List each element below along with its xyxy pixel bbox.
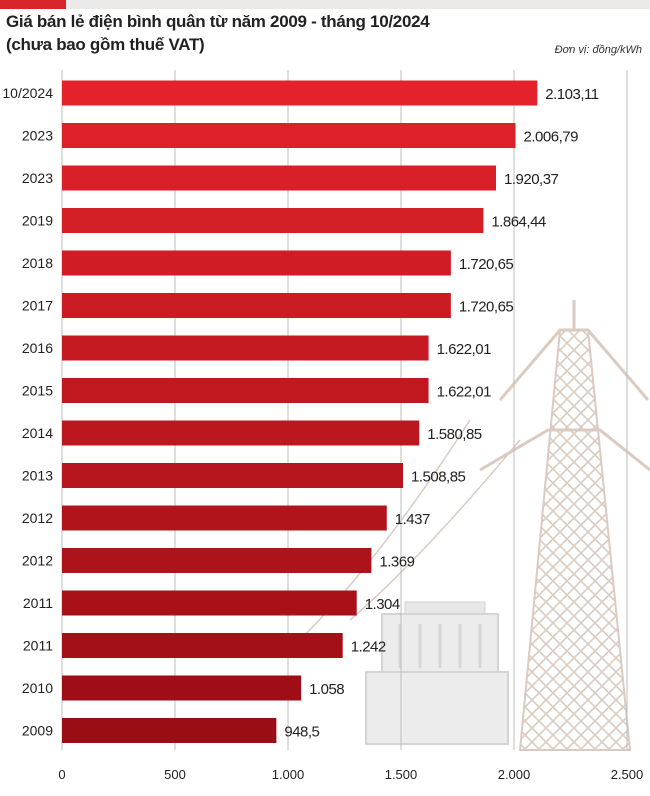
chart-subtitle: (chưa bao gồm thuế VAT) <box>6 35 205 54</box>
bar <box>62 590 357 616</box>
bar <box>62 675 302 701</box>
x-tick-label: 500 <box>164 767 186 782</box>
category-label: 2018 <box>22 255 53 271</box>
value-label: 1.622,01 <box>437 384 492 401</box>
value-labels: 2.103,11 2.006,79 1.920,37 1.864,44 1.720,65… <box>284 86 599 741</box>
value-label: 1.369 <box>379 554 414 571</box>
unit-label: Đơn vị: đồng/kWh <box>554 44 642 56</box>
value-label: 948,5 <box>284 724 319 741</box>
bar <box>62 165 497 191</box>
category-label: 2023 <box>22 170 53 186</box>
bar <box>62 548 372 573</box>
category-label: 2019 <box>22 213 53 229</box>
value-label: 1.058 <box>309 681 344 698</box>
top-bar-accent <box>0 0 66 9</box>
top-bar <box>0 0 650 9</box>
x-tick-label: 1.500 <box>385 767 418 782</box>
bar <box>62 293 451 318</box>
category-label: 2016 <box>22 340 53 356</box>
category-labels: 10/2024 2023 2023 2019 2018 2017 2016 2015 2014 2… <box>2 85 53 739</box>
x-tick-label: 2.000 <box>498 767 531 782</box>
value-label: 1.437 <box>395 511 430 528</box>
category-label: 2015 <box>22 383 53 399</box>
value-label: 1.508,85 <box>411 469 466 486</box>
bar <box>62 80 538 106</box>
x-tick-label: 2.500 <box>611 767 644 782</box>
value-label: 1.580,85 <box>427 426 482 443</box>
category-label: 2023 <box>22 128 53 144</box>
bar <box>62 633 343 658</box>
chart-title: Giá bán lẻ điện bình quân từ năm 2009 - … <box>6 12 430 31</box>
bar <box>62 463 404 488</box>
value-label: 1.720,65 <box>459 256 514 273</box>
bar <box>62 378 429 403</box>
value-label: 1.920,37 <box>504 171 559 188</box>
x-tick-label: 1.000 <box>272 767 305 782</box>
category-label: 2010 <box>22 680 53 696</box>
category-label: 2017 <box>22 298 53 314</box>
x-axis-ticks: 0 500 1.000 1.500 2.000 2.500 <box>58 767 643 782</box>
category-label: 2011 <box>23 595 53 611</box>
category-label: 2012 <box>22 510 53 526</box>
x-tick-label: 0 <box>58 767 65 782</box>
value-label: 1.720,65 <box>459 299 514 316</box>
bars <box>62 80 538 743</box>
category-label: 2014 <box>22 425 53 441</box>
value-label: 2.006,79 <box>524 129 579 146</box>
bar <box>62 123 516 148</box>
value-label: 1.242 <box>351 639 386 656</box>
value-label: 1.304 <box>365 596 400 613</box>
bar <box>62 420 420 446</box>
category-label: 2011 <box>23 638 53 654</box>
category-label: 2012 <box>22 553 53 569</box>
bar <box>62 718 277 743</box>
value-label: 1.864,44 <box>491 214 546 231</box>
bar <box>62 208 484 233</box>
value-label: 2.103,11 <box>545 86 598 103</box>
category-label: 10/2024 <box>2 85 53 101</box>
value-label: 1.622,01 <box>437 341 492 358</box>
bar <box>62 335 429 361</box>
bar <box>62 250 451 276</box>
category-label: 2013 <box>22 468 53 484</box>
transformer-illustration <box>365 601 509 745</box>
bar <box>62 505 387 531</box>
category-label: 2009 <box>22 723 53 739</box>
